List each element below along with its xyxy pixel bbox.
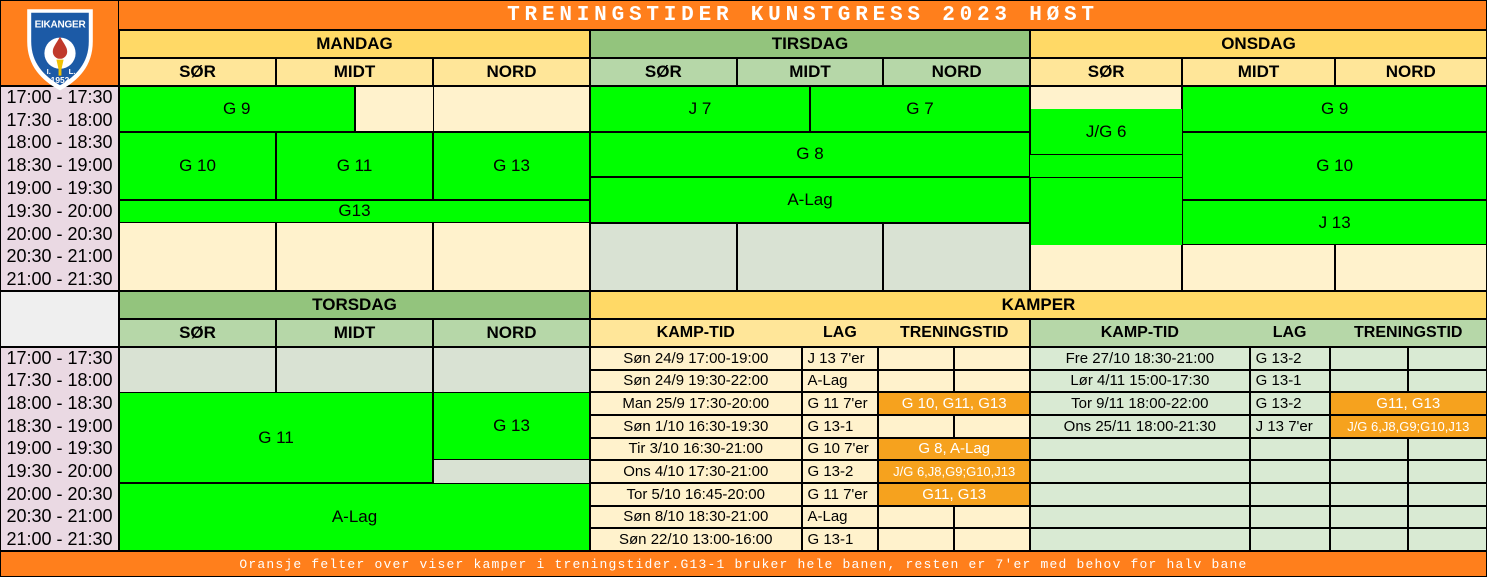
svg-text:EIKANGER: EIKANGER (34, 20, 86, 31)
svg-text:L.: L. (68, 67, 75, 76)
svg-text:1952: 1952 (50, 75, 69, 85)
